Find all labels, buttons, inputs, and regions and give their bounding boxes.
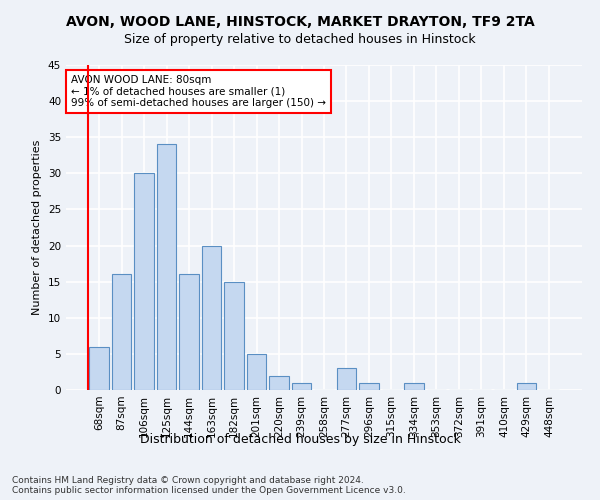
Bar [359,383,379,390]
Bar [157,144,176,390]
Bar [404,383,424,390]
Bar [134,174,154,390]
Bar [224,282,244,390]
Bar [292,383,311,390]
Text: AVON, WOOD LANE, HINSTOCK, MARKET DRAYTON, TF9 2TA: AVON, WOOD LANE, HINSTOCK, MARKET DRAYTO… [65,15,535,29]
Text: Size of property relative to detached houses in Hinstock: Size of property relative to detached ho… [124,32,476,46]
Bar [269,376,289,390]
Bar [112,274,131,390]
Bar [517,383,536,390]
Text: AVON WOOD LANE: 80sqm
← 1% of detached houses are smaller (1)
99% of semi-detach: AVON WOOD LANE: 80sqm ← 1% of detached h… [71,74,326,108]
Bar [179,274,199,390]
Bar [247,354,266,390]
Y-axis label: Number of detached properties: Number of detached properties [32,140,43,315]
Text: Contains HM Land Registry data © Crown copyright and database right 2024.
Contai: Contains HM Land Registry data © Crown c… [12,476,406,495]
Text: Distribution of detached houses by size in Hinstock: Distribution of detached houses by size … [140,432,460,446]
Bar [202,246,221,390]
Bar [337,368,356,390]
Bar [89,346,109,390]
